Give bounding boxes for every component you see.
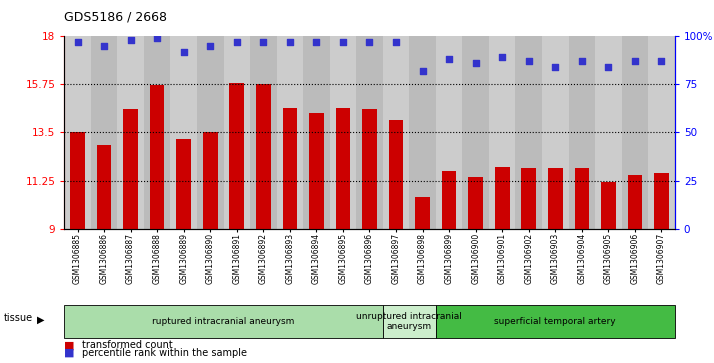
- Bar: [64, 36, 91, 229]
- Bar: [654, 173, 669, 229]
- Point: [496, 54, 508, 60]
- Point: [523, 58, 535, 64]
- Text: percentile rank within the sample: percentile rank within the sample: [82, 347, 247, 358]
- Point: [231, 39, 243, 45]
- Point: [311, 39, 322, 45]
- Text: ■: ■: [64, 340, 75, 350]
- Bar: [124, 109, 138, 229]
- Point: [470, 60, 481, 66]
- Text: GDS5186 / 2668: GDS5186 / 2668: [64, 11, 167, 24]
- Text: ▶: ▶: [37, 314, 45, 325]
- Point: [629, 58, 640, 64]
- Point: [576, 58, 588, 64]
- Bar: [250, 36, 276, 229]
- Text: tissue: tissue: [4, 313, 33, 323]
- Bar: [97, 145, 111, 229]
- Bar: [442, 171, 456, 229]
- Point: [284, 39, 296, 45]
- Point: [99, 43, 110, 49]
- Bar: [229, 83, 244, 229]
- Bar: [601, 182, 615, 229]
- Bar: [622, 36, 648, 229]
- Bar: [409, 36, 436, 229]
- Point: [550, 64, 561, 70]
- Bar: [489, 36, 516, 229]
- Text: ruptured intracranial aneurysm: ruptured intracranial aneurysm: [152, 317, 295, 326]
- Point: [363, 39, 376, 45]
- Point: [443, 57, 455, 62]
- Point: [204, 43, 216, 49]
- Bar: [171, 36, 197, 229]
- Bar: [197, 36, 223, 229]
- Bar: [383, 36, 409, 229]
- Point: [125, 37, 136, 43]
- Text: ■: ■: [64, 347, 75, 358]
- Bar: [144, 36, 171, 229]
- Bar: [575, 168, 589, 229]
- Bar: [70, 132, 85, 229]
- Text: transformed count: transformed count: [82, 340, 173, 350]
- Point: [337, 39, 348, 45]
- Bar: [203, 132, 218, 229]
- Bar: [542, 36, 568, 229]
- Bar: [330, 36, 356, 229]
- Bar: [516, 36, 542, 229]
- Point: [72, 39, 84, 45]
- Bar: [548, 168, 563, 229]
- Bar: [223, 36, 250, 229]
- Bar: [309, 113, 323, 229]
- Bar: [416, 197, 430, 229]
- Bar: [117, 36, 144, 229]
- Bar: [303, 36, 330, 229]
- Point: [417, 68, 428, 74]
- Point: [151, 35, 163, 41]
- Text: unruptured intracranial
aneurysm: unruptured intracranial aneurysm: [356, 311, 462, 331]
- Bar: [568, 36, 595, 229]
- Bar: [336, 108, 351, 229]
- Bar: [595, 36, 622, 229]
- Text: superficial temporal artery: superficial temporal artery: [495, 317, 616, 326]
- Point: [258, 39, 269, 45]
- Bar: [468, 178, 483, 229]
- Bar: [91, 36, 117, 229]
- Bar: [283, 108, 297, 229]
- Bar: [150, 85, 164, 229]
- Bar: [362, 109, 377, 229]
- Bar: [495, 167, 510, 229]
- Bar: [436, 36, 463, 229]
- Bar: [463, 36, 489, 229]
- Point: [391, 39, 402, 45]
- Point: [655, 58, 667, 64]
- Bar: [521, 168, 536, 229]
- Bar: [388, 120, 403, 229]
- Bar: [176, 139, 191, 229]
- Bar: [648, 36, 675, 229]
- Bar: [256, 85, 271, 229]
- Bar: [628, 175, 642, 229]
- Point: [603, 64, 614, 70]
- Point: [178, 49, 189, 54]
- Bar: [276, 36, 303, 229]
- Bar: [356, 36, 383, 229]
